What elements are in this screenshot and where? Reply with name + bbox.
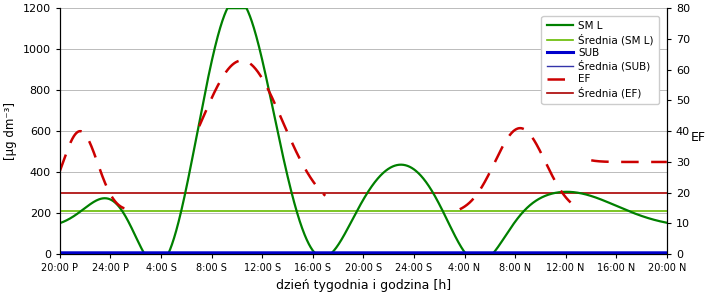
- Średnia (SM L): [81, 209, 89, 213]
- Średnia (SUB): [55, 251, 64, 255]
- Line: EF: EF: [60, 60, 667, 209]
- EF: [645, 160, 653, 164]
- SUB: [662, 251, 671, 255]
- SM L: [223, 7, 231, 10]
- SM L: [662, 221, 671, 224]
- Średnia (SUB): [81, 251, 89, 255]
- SM L: [351, 212, 360, 215]
- SM L: [55, 221, 64, 225]
- SM L: [335, 241, 344, 244]
- Średnia (EF): [81, 191, 89, 194]
- EF: [534, 146, 542, 149]
- SUB: [351, 251, 359, 255]
- Y-axis label: EF: EF: [691, 131, 706, 144]
- SUB: [645, 251, 653, 255]
- EF: [645, 160, 654, 164]
- EF: [87, 143, 95, 147]
- SM L: [645, 217, 654, 221]
- Y-axis label: [µg dm⁻³]: [µg dm⁻³]: [4, 102, 17, 160]
- Średnia (EF): [55, 191, 64, 194]
- X-axis label: dzień tygodnia i godzina [h]: dzień tygodnia i godzina [h]: [275, 279, 451, 292]
- SM L: [87, 202, 95, 205]
- SUB: [87, 251, 95, 255]
- EF: [55, 169, 64, 173]
- Średnia (SM L): [55, 209, 64, 213]
- EF: [662, 160, 671, 164]
- SUB: [533, 251, 542, 255]
- SUB: [334, 251, 343, 255]
- SUB: [645, 251, 653, 255]
- SUB: [55, 251, 64, 255]
- SM L: [534, 197, 542, 201]
- SM L: [645, 217, 654, 220]
- SM L: [141, 252, 149, 256]
- Line: SM L: SM L: [60, 8, 667, 254]
- Legend: SM L, Średnia (SM L), SUB, Średnia (SUB), EF, Średnia (EF): SM L, Średnia (SM L), SUB, Średnia (SUB)…: [542, 16, 659, 104]
